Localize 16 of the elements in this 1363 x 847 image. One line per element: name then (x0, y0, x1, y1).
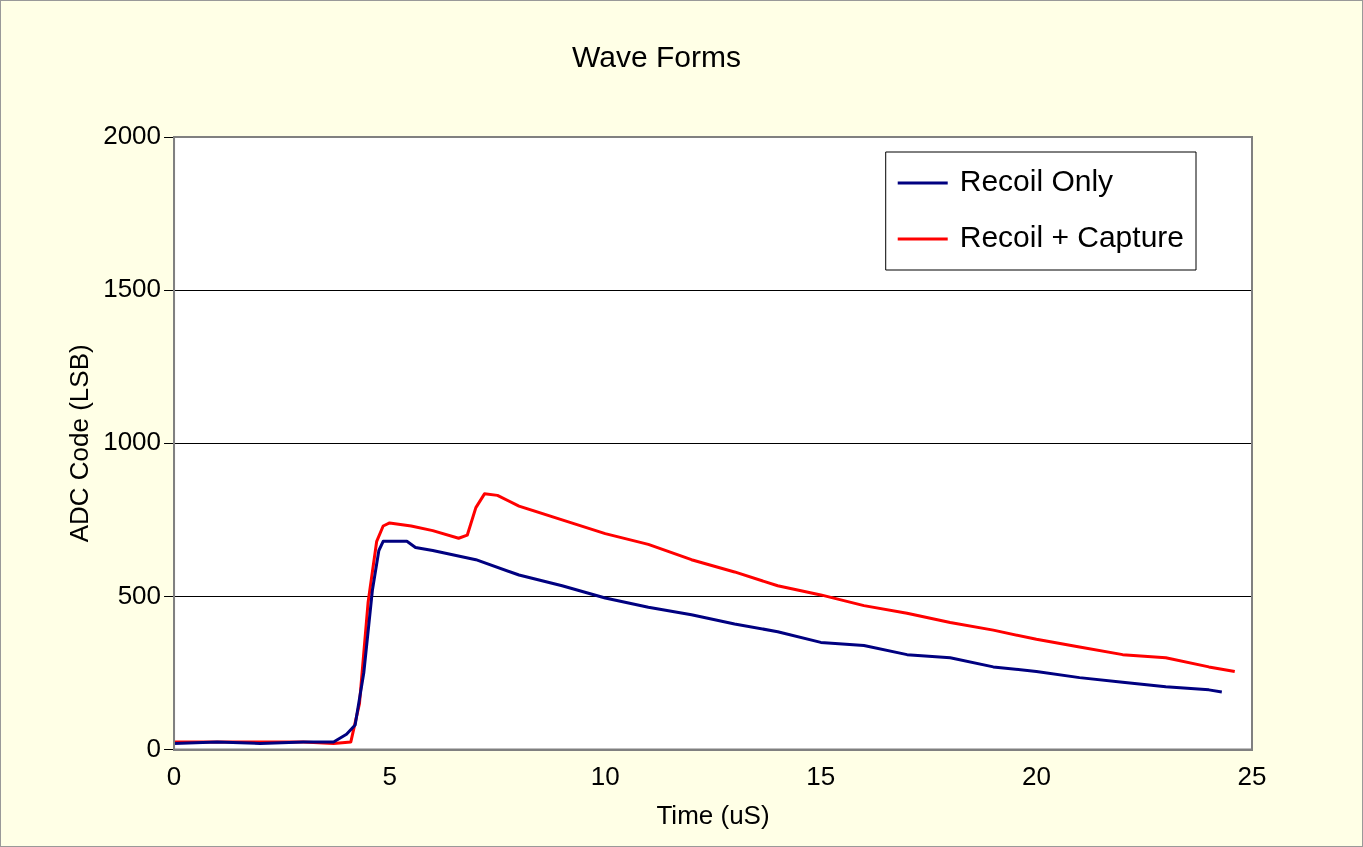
legend-label: Recoil Only (959, 164, 1114, 198)
y-axis-title: ADC Code (LSB) (63, 344, 94, 543)
x-axis-title: Time (uS) (656, 799, 770, 830)
y-tick-label: 1500 (103, 273, 162, 304)
x-tick-label: 5 (382, 761, 397, 792)
x-tick-label: 0 (166, 761, 182, 792)
y-tick-label: 500 (117, 579, 162, 610)
y-tick-label: 2000 (103, 120, 162, 151)
chart-title: Wave Forms (572, 40, 741, 74)
y-tick-label: 0 (146, 732, 162, 763)
legend-label: Recoil + Capture (959, 220, 1185, 254)
x-tick-label: 10 (590, 761, 620, 792)
x-tick-label: 25 (1237, 761, 1267, 792)
x-tick-label: 20 (1021, 761, 1051, 792)
y-tick-label: 1000 (103, 426, 162, 457)
x-tick-label: 15 (806, 761, 836, 792)
